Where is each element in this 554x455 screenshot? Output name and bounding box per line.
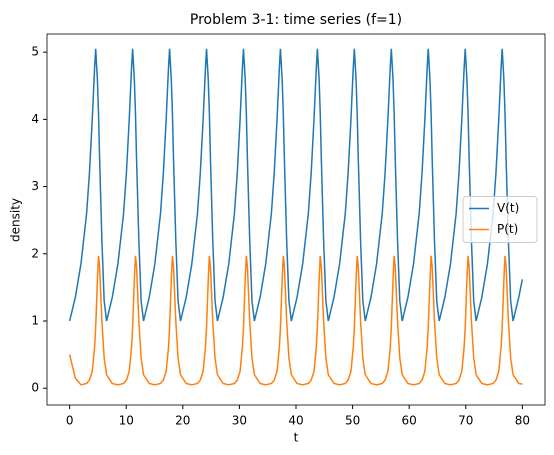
- x-tick-label: 30: [232, 414, 247, 428]
- series-line: [68, 48, 524, 322]
- x-tick-label: 20: [175, 414, 190, 428]
- x-tick-label: 10: [119, 414, 134, 428]
- y-axis-label: density: [9, 198, 23, 242]
- x-tick-label: 80: [515, 414, 530, 428]
- plot-frame: [46, 33, 546, 406]
- y-tick-label: 5: [31, 45, 39, 59]
- y-tick-label: 3: [31, 179, 39, 193]
- y-tick-label: 1: [31, 313, 39, 327]
- y-tick-label: 4: [31, 112, 39, 126]
- y-tick-label: 2: [31, 246, 39, 260]
- x-tick-label: 0: [66, 414, 74, 428]
- x-tick-label: 60: [402, 414, 417, 428]
- x-tick-label: 70: [458, 414, 473, 428]
- y-tick-label: 0: [31, 381, 39, 395]
- x-axis-label: t: [294, 431, 299, 445]
- series-line: [68, 255, 523, 386]
- x-tick-label: 50: [345, 414, 360, 428]
- legend-label: P(t): [497, 222, 518, 236]
- legend-label: V(t): [497, 201, 519, 215]
- x-tick-label: 40: [288, 414, 303, 428]
- chart-title: Problem 3-1: time series (f=1): [190, 12, 402, 28]
